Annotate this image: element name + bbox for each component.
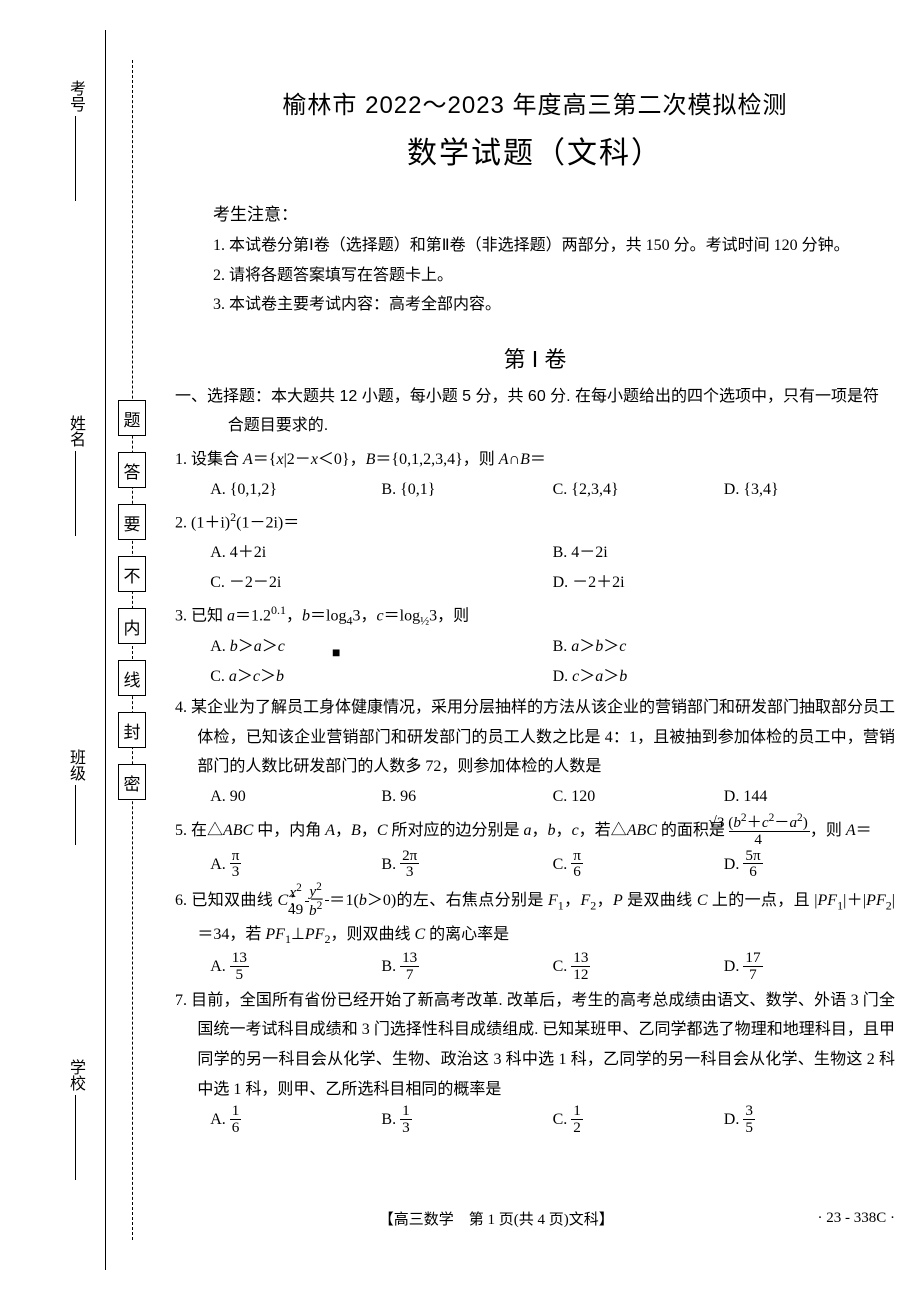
page-footer: 【高三数学 第 1 页(共 4 页)文科】 · 23 - 338C ·: [175, 1208, 895, 1229]
question: 6. 已知双曲线 C：x249－y2b2＝1(b＞0)的左、右焦点分别是 F1，…: [175, 883, 895, 983]
seal-box: 内: [118, 608, 146, 644]
question-options: A. 4＋2iB. 4－2iC. －2－2iD. －2＋2i: [175, 538, 895, 597]
field-school-label: 学校: [63, 1059, 87, 1091]
field-name: 姓名: [63, 415, 87, 536]
question-option: C. π6: [553, 849, 724, 882]
question-option: B. a＞b＞c: [553, 632, 895, 662]
question-option: D. 5π6: [724, 849, 895, 882]
question: 2. (1＋i)2(1－2i)＝A. 4＋2iB. 4－2iC. －2－2iD.…: [175, 506, 895, 597]
field-examno-label: 考号: [63, 80, 87, 112]
field-school: 学校: [63, 1059, 87, 1180]
question-option: D. 35: [724, 1104, 895, 1137]
field-school-underline: [75, 1095, 76, 1180]
question-option: D. 177: [724, 951, 895, 984]
question-stem: 1. 设集合 A＝{x|2－x＜0}，B＝{0,1,2,3,4}，则 A∩B＝: [175, 445, 895, 475]
seal-box: 题: [118, 400, 146, 436]
seal-box: 答: [118, 452, 146, 488]
question-option: B. {0,1}: [381, 475, 552, 505]
question-option: D. 144: [724, 782, 895, 812]
question-option: B. 2π3: [381, 849, 552, 882]
questions-container: 1. 设集合 A＝{x|2－x＜0}，B＝{0,1,2,3,4}，则 A∩B＝A…: [175, 445, 895, 1137]
question-option: C. 12: [553, 1104, 724, 1137]
question-options: A. {0,1,2}B. {0,1}C. {2,3,4}D. {3,4}: [175, 475, 895, 505]
question: 1. 设集合 A＝{x|2－x＜0}，B＝{0,1,2,3,4}，则 A∩B＝A…: [175, 445, 895, 504]
question-option: A. {0,1,2}: [210, 475, 381, 505]
question-stem: 3. 已知 a＝1.20.1，b＝log43，c＝log½3，则: [175, 599, 895, 632]
question-options: A. b＞a＞cB. a＞b＞cC. a＞c＞bD. c＞a＞b: [175, 632, 895, 691]
question-option: A. 90: [210, 782, 381, 812]
question-option: C. {2,3,4}: [553, 475, 724, 505]
question: 7. 目前，全国所有省份已经开始了新高考改革. 改革后，考生的高考总成绩由语文、…: [175, 986, 895, 1137]
seal-column: 题 答 要 不 内 线 封 密: [118, 400, 146, 800]
field-class-label: 班级: [63, 749, 87, 781]
question-option: D. c＞a＞b: [553, 662, 895, 692]
question-option: B. 13: [381, 1104, 552, 1137]
footer-center: 【高三数学 第 1 页(共 4 页)文科】: [175, 1208, 818, 1229]
question-options: A. 135B. 137C. 1312D. 177: [175, 951, 895, 984]
question-option: B. 96: [381, 782, 552, 812]
field-examno-underline: [75, 116, 76, 201]
seal-box: 密: [118, 764, 146, 800]
question-stem: 4. 某企业为了解员工身体健康情况，采用分层抽样的方法从该企业的营销部门和研发部…: [175, 693, 895, 782]
question-option: C. a＞c＞b: [210, 662, 552, 692]
question-option: A. π3: [210, 849, 381, 882]
seal-box: 封: [118, 712, 146, 748]
question-option: C. 120: [553, 782, 724, 812]
seal-box: 不: [118, 556, 146, 592]
notice-head: 考生注意：: [213, 200, 895, 225]
question-options: A. 16B. 13C. 12D. 35: [175, 1104, 895, 1137]
question-stem: 6. 已知双曲线 C：x249－y2b2＝1(b＞0)的左、右焦点分别是 F1，…: [175, 883, 895, 950]
section1-instruction: 一、选择题：本大题共 12 小题，每小题 5 分，共 60 分. 在每小题给出的…: [175, 382, 895, 441]
question: 5. 在△ABC 中，内角 A，B，C 所对应的边分别是 a，b，c，若△ABC…: [175, 814, 895, 882]
question-option: C. 1312: [553, 951, 724, 984]
question-stem: 2. (1＋i)2(1－2i)＝: [175, 506, 895, 538]
notice-item: 2. 请将各题答案填写在答题卡上。: [213, 261, 895, 291]
question-option: A. 16: [210, 1104, 381, 1137]
question-option: A. 4＋2i: [210, 538, 552, 568]
field-name-label: 姓名: [63, 415, 87, 447]
notice-item: 1. 本试卷分第Ⅰ卷（选择题）和第Ⅱ卷（非选择题）两部分，共 150 分。考试时…: [213, 231, 895, 261]
notice-item: 3. 本试卷主要考试内容：高考全部内容。: [213, 290, 895, 320]
field-class-underline: [75, 785, 76, 845]
seal-box: 线: [118, 660, 146, 696]
main-content: 榆林市 2022～2023 年度高三第二次模拟检测 数学试题（文科） 考生注意：…: [175, 85, 895, 1139]
question-option: D. －2＋2i: [553, 568, 895, 598]
footer-code: · 23 - 338C ·: [818, 1210, 896, 1227]
field-name-underline: [75, 451, 76, 536]
question-stem: 7. 目前，全国所有省份已经开始了新高考改革. 改革后，考生的高考总成绩由语文、…: [175, 986, 895, 1104]
left-margin-line: [105, 30, 106, 1270]
question-option: B. 4－2i: [553, 538, 895, 568]
question-options: A. π3B. 2π3C. π6D. 5π6: [175, 849, 895, 882]
question-options: A. 90B. 96C. 120D. 144: [175, 782, 895, 812]
title-line2: 数学试题（文科）: [175, 128, 895, 172]
title-line1: 榆林市 2022～2023 年度高三第二次模拟检测: [175, 85, 895, 120]
question-option: D. {3,4}: [724, 475, 895, 505]
question: 3. 已知 a＝1.20.1，b＝log43，c＝log½3，则A. b＞a＞c…: [175, 599, 895, 691]
field-class: 班级: [63, 749, 87, 845]
question-option: C. －2－2i: [210, 568, 552, 598]
question-option: A. 135: [210, 951, 381, 984]
question-option: B. 137: [381, 951, 552, 984]
field-examno: 考号: [63, 80, 87, 201]
student-info-column: 考号 姓名 班级 学校: [55, 80, 95, 1180]
section1-title: 第 Ⅰ 卷: [175, 342, 895, 374]
question-stem: 5. 在△ABC 中，内角 A，B，C 所对应的边分别是 a，b，c，若△ABC…: [175, 814, 895, 849]
question: 4. 某企业为了解员工身体健康情况，采用分层抽样的方法从该企业的营销部门和研发部…: [175, 693, 895, 811]
seal-box: 要: [118, 504, 146, 540]
question-option: A. b＞a＞c: [210, 632, 552, 662]
